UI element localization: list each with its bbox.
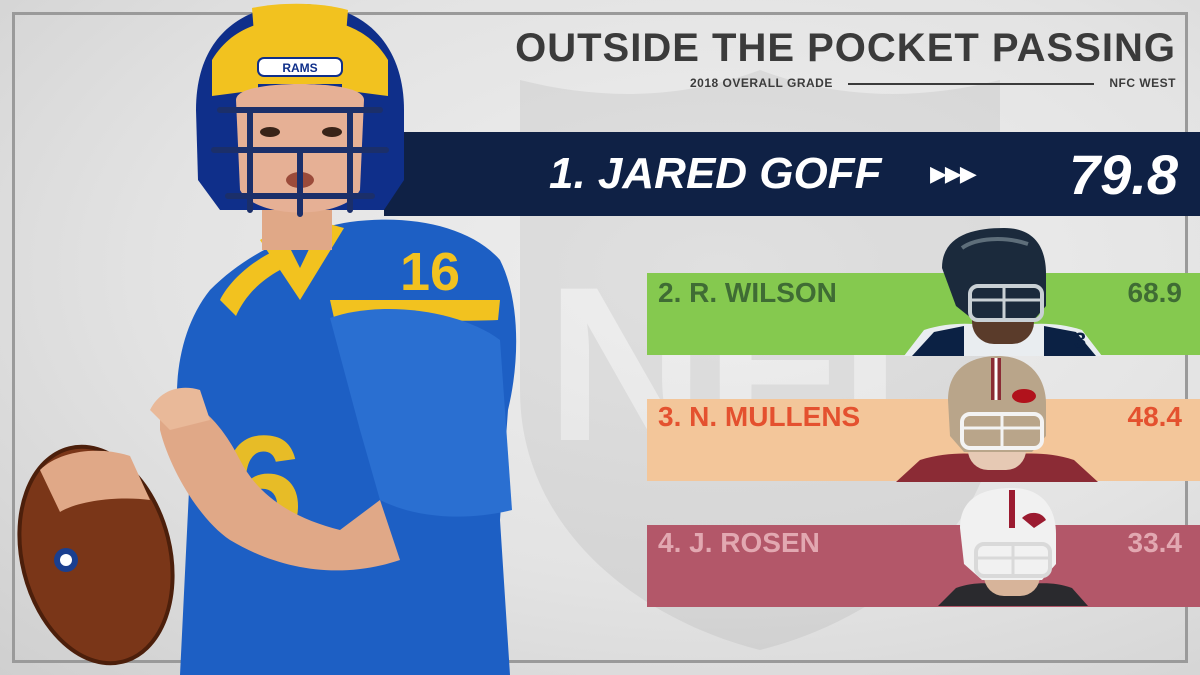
ranking-name: 4. J. ROSEN bbox=[658, 527, 820, 558]
svg-text:3: 3 bbox=[1074, 328, 1086, 353]
shoulder-number: 16 bbox=[400, 242, 460, 302]
ranking-score: 33.4 bbox=[1127, 527, 1183, 558]
rams-quarterback-photo-icon: 16 6 RAMS bbox=[17, 3, 517, 675]
graphic-title: OUTSIDE THE POCKET PASSING bbox=[515, 26, 1176, 70]
seahawks-player-headshot-icon: 3 bbox=[904, 228, 1102, 356]
ranking-score: 68.9 bbox=[1127, 277, 1183, 308]
cardinals-player-headshot-icon bbox=[938, 488, 1088, 606]
ranking-row-4: 4. J. ROSEN 33.4 bbox=[647, 525, 1200, 607]
leader-bar: 1. JARED GOFF ▶▶▶ 79.8 bbox=[384, 132, 1200, 216]
subtitle-row: 2018 OVERALL GRADE NFC WEST bbox=[690, 76, 1176, 92]
subtitle-divider bbox=[848, 83, 1094, 85]
ranking-score: 48.4 bbox=[1127, 401, 1183, 432]
ranking-name: 2. R. WILSON bbox=[658, 277, 837, 308]
49ers-player-headshot-icon bbox=[896, 356, 1098, 482]
arrows-icon: ▶▶▶ bbox=[930, 161, 977, 186]
leader-score: 79.8 bbox=[1069, 143, 1178, 206]
leader-name: 1. JARED GOFF bbox=[549, 149, 882, 198]
helmet-logo: RAMS bbox=[282, 61, 317, 75]
ranking-name: 3. N. MULLENS bbox=[658, 401, 861, 432]
subtitle-season: 2018 OVERALL GRADE bbox=[690, 76, 833, 90]
ranking-row-3: 3. N. MULLENS 48.4 bbox=[647, 399, 1200, 481]
subtitle-division: NFC WEST bbox=[1109, 76, 1176, 90]
